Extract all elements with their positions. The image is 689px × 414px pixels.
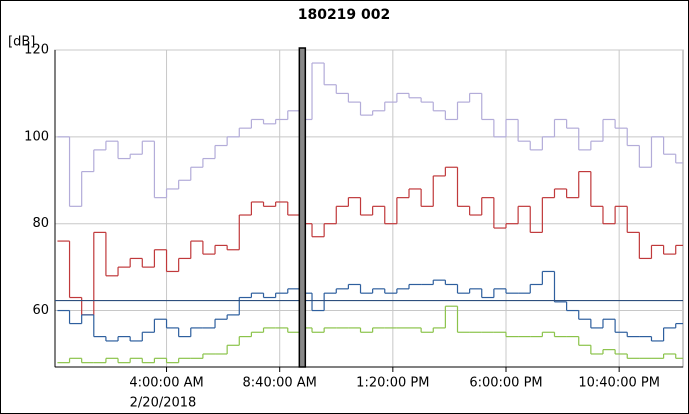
y-tick-label: 60: [32, 303, 49, 318]
y-tick-label: 100: [24, 129, 49, 144]
chart-title: 180219 002: [298, 7, 391, 23]
x-tick-label: 10:40:00 PM: [578, 376, 660, 391]
step-riser: [68, 63, 677, 207]
x-tick-label: 6:00:00 PM: [469, 376, 542, 391]
x-date-label: 2/20/2018: [130, 396, 197, 411]
y-tick-label: 120: [24, 43, 49, 58]
x-tick-label: 4:00:00 AM: [129, 376, 203, 391]
x-tick-label: 1:20:00 PM: [356, 376, 429, 391]
y-axis-label: [dB]: [8, 35, 35, 50]
y-tick-label: 80: [32, 216, 49, 231]
step-riser: [68, 167, 677, 315]
cursor: [298, 47, 307, 368]
x-tick-label: 8:40:00 AM: [243, 376, 317, 391]
